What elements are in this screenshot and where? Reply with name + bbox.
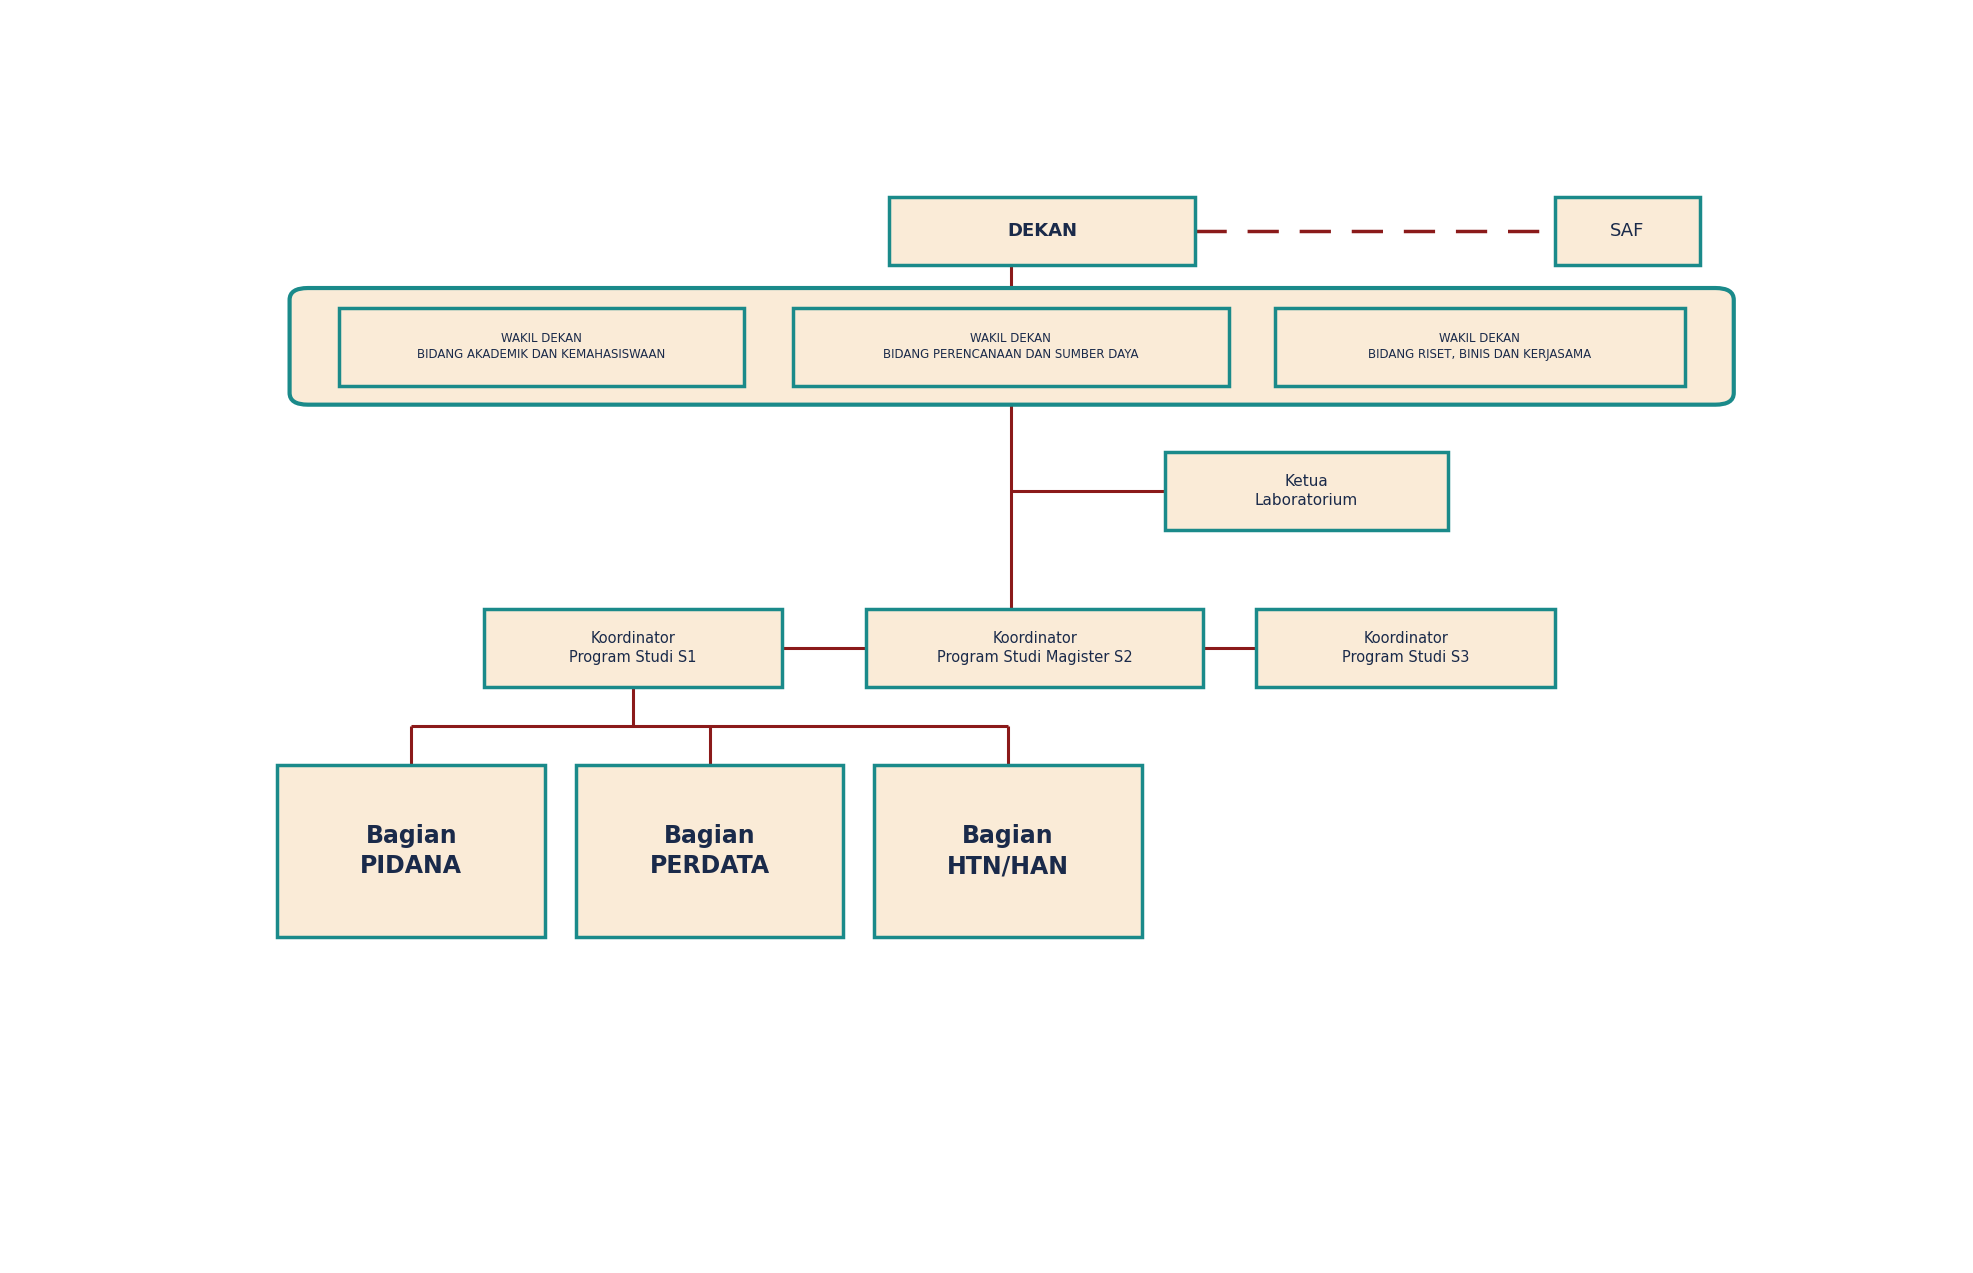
Text: Bagian
PIDANA: Bagian PIDANA: [359, 825, 462, 878]
Text: Bagian
PERDATA: Bagian PERDATA: [649, 825, 769, 878]
Text: Koordinator
Program Studi S1: Koordinator Program Studi S1: [568, 631, 696, 665]
FancyBboxPatch shape: [276, 765, 545, 937]
Text: Koordinator
Program Studi Magister S2: Koordinator Program Studi Magister S2: [937, 631, 1133, 665]
Text: Koordinator
Program Studi S3: Koordinator Program Studi S3: [1342, 631, 1468, 665]
FancyBboxPatch shape: [888, 197, 1194, 266]
FancyBboxPatch shape: [1555, 197, 1699, 266]
Text: WAKIL DEKAN
BIDANG PERENCANAAN DAN SUMBER DAYA: WAKIL DEKAN BIDANG PERENCANAAN DAN SUMBE…: [882, 332, 1138, 362]
FancyBboxPatch shape: [1164, 452, 1446, 530]
Text: DEKAN: DEKAN: [1006, 223, 1077, 241]
FancyBboxPatch shape: [1275, 308, 1685, 386]
FancyBboxPatch shape: [290, 288, 1732, 405]
FancyBboxPatch shape: [874, 765, 1140, 937]
Text: SAF: SAF: [1610, 223, 1644, 241]
Text: WAKIL DEKAN
BIDANG AKADEMIK DAN KEMAHASISWAAN: WAKIL DEKAN BIDANG AKADEMIK DAN KEMAHASI…: [416, 332, 665, 362]
FancyBboxPatch shape: [866, 608, 1202, 687]
Text: Bagian
HTN/HAN: Bagian HTN/HAN: [947, 825, 1067, 878]
FancyBboxPatch shape: [339, 308, 744, 386]
Text: WAKIL DEKAN
BIDANG RISET, BINIS DAN KERJASAMA: WAKIL DEKAN BIDANG RISET, BINIS DAN KERJ…: [1367, 332, 1590, 362]
FancyBboxPatch shape: [576, 765, 842, 937]
Text: Ketua
Laboratorium: Ketua Laboratorium: [1255, 474, 1357, 508]
FancyBboxPatch shape: [483, 608, 781, 687]
FancyBboxPatch shape: [793, 308, 1229, 386]
FancyBboxPatch shape: [1257, 608, 1555, 687]
